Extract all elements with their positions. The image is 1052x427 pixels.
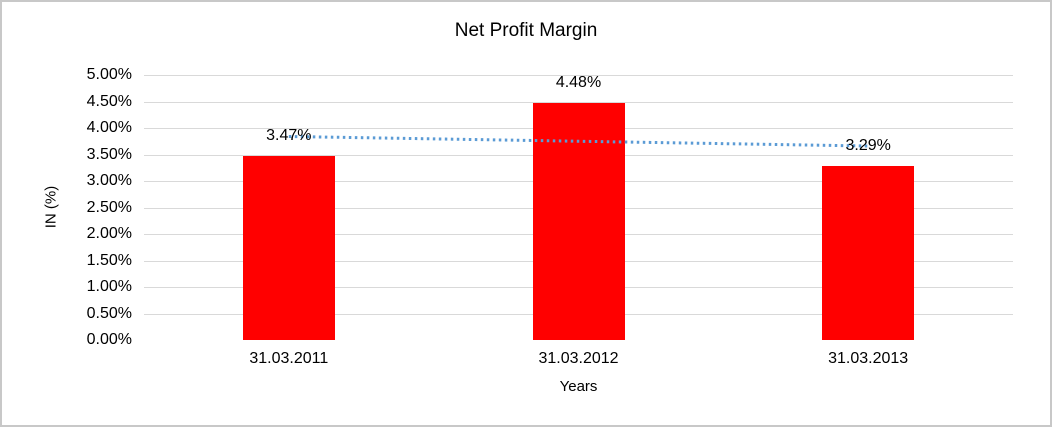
x-tick-label: 31.03.2013 xyxy=(828,350,909,367)
data-label: 3.29% xyxy=(845,136,891,154)
y-tick-label: 1.00% xyxy=(86,278,132,295)
y-axis-title: IN (%) xyxy=(42,185,60,229)
x-axis-title: Years xyxy=(559,378,598,395)
bar-31.03.2013 xyxy=(822,165,915,340)
trendline xyxy=(288,134,869,148)
y-tick-label: 3.50% xyxy=(86,145,132,163)
y-tick-label: 0.00% xyxy=(86,331,132,348)
y-tick-label: 3.00% xyxy=(86,172,132,189)
plot-area: 3.47% 4.48% 3.29% xyxy=(144,73,1013,340)
y-tick-label: 1.50% xyxy=(86,251,132,269)
y-tick-label: 2.50% xyxy=(86,198,132,216)
chart-title: Net Profit Margin xyxy=(454,20,598,41)
x-tick-label: 31.03.2012 xyxy=(538,350,619,367)
data-label: 3.47% xyxy=(266,127,312,145)
y-tick-label: 0.50% xyxy=(86,304,132,322)
y-tick-label: 5.00% xyxy=(86,66,132,83)
data-label: 4.48% xyxy=(555,73,602,91)
trendline-segment xyxy=(288,134,869,148)
y-tick-label: 4.00% xyxy=(86,119,132,136)
x-tick-label: 31.03.2011 xyxy=(249,350,329,367)
bar-31.03.2011 xyxy=(242,156,335,340)
y-tick-label: 4.50% xyxy=(86,92,132,110)
y-tick-label: 2.00% xyxy=(86,225,132,242)
